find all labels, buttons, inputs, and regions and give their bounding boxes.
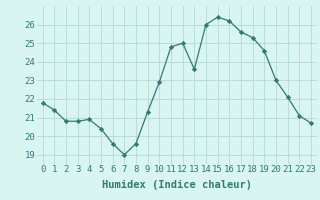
- X-axis label: Humidex (Indice chaleur): Humidex (Indice chaleur): [102, 180, 252, 190]
